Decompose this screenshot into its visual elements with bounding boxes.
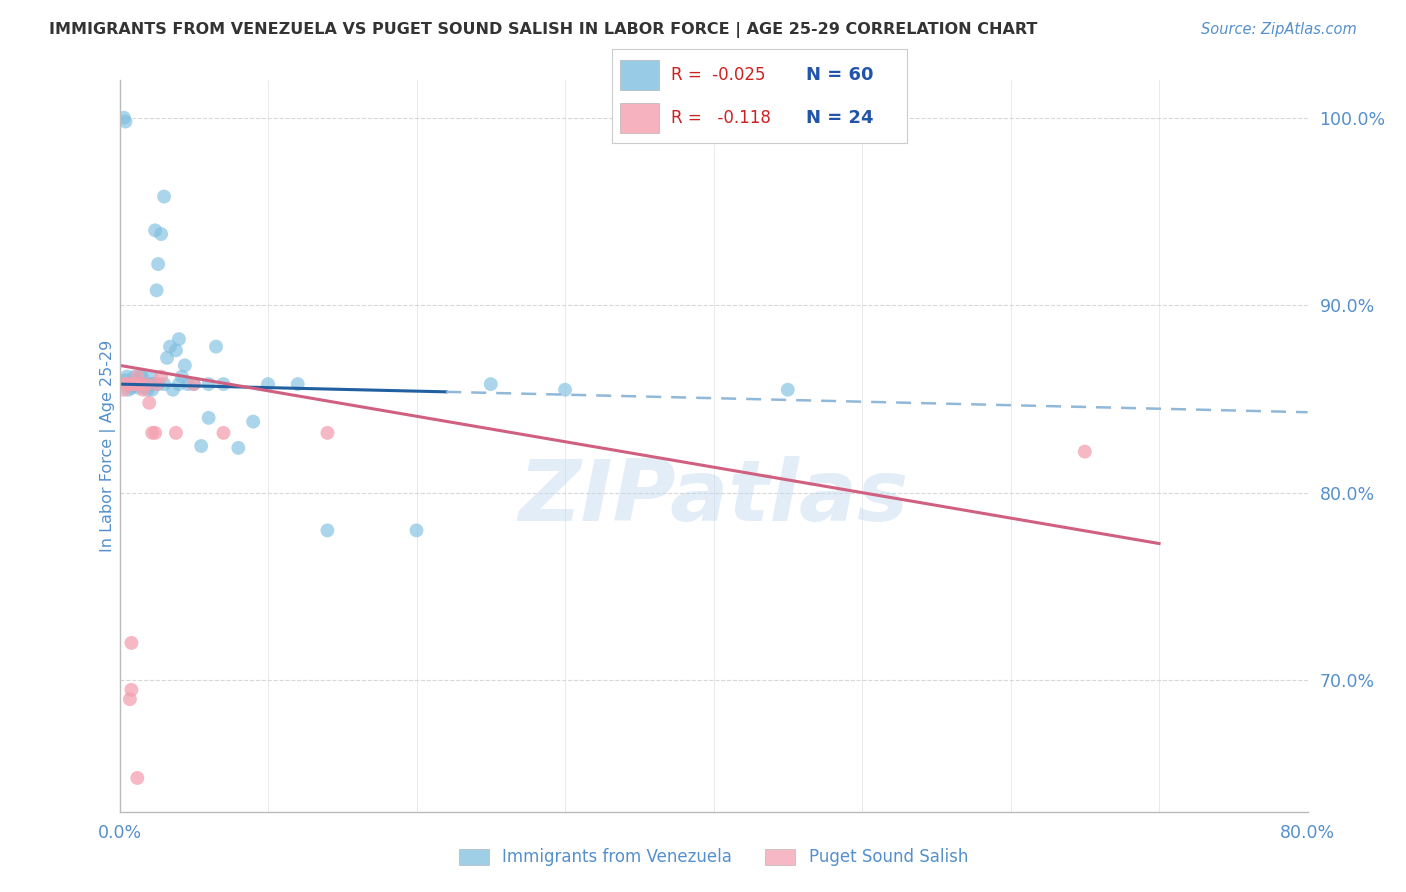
Point — [212, 377, 235, 392]
Text: IMMIGRANTS FROM VENEZUELA VS PUGET SOUND SALISH IN LABOR FORCE | AGE 25-29 CORRE: IMMIGRANTS FROM VENEZUELA VS PUGET SOUND… — [49, 22, 1038, 38]
Point — [117, 377, 139, 392]
Point — [212, 425, 235, 440]
Point — [177, 377, 200, 392]
Text: R =  -0.025: R = -0.025 — [671, 66, 765, 84]
Point — [146, 257, 169, 271]
Point — [129, 377, 152, 392]
Point — [132, 383, 155, 397]
Point — [124, 369, 146, 384]
Point — [136, 383, 159, 397]
Point — [112, 111, 135, 125]
Point — [257, 377, 280, 392]
Point — [138, 396, 160, 410]
Point — [115, 369, 138, 384]
Point — [143, 425, 166, 440]
Point — [146, 377, 169, 392]
Y-axis label: In Labor Force | Age 25-29: In Labor Force | Age 25-29 — [100, 340, 117, 552]
Point — [117, 383, 139, 397]
Point — [132, 379, 155, 393]
Point — [127, 771, 149, 785]
Point — [120, 381, 142, 395]
Point — [122, 379, 145, 393]
Point — [167, 377, 190, 392]
Text: N = 60: N = 60 — [807, 66, 875, 84]
Point — [162, 383, 184, 397]
Point — [183, 377, 205, 392]
Point — [127, 369, 149, 384]
Point — [156, 351, 179, 365]
Point — [316, 425, 339, 440]
Point — [159, 340, 181, 354]
Point — [127, 377, 149, 392]
Point — [197, 377, 219, 392]
Point — [117, 377, 139, 392]
Point — [145, 283, 167, 297]
Point — [134, 377, 156, 392]
Point — [120, 377, 142, 392]
Bar — [620, 61, 659, 90]
Point — [141, 377, 163, 392]
Point — [153, 377, 176, 392]
Point — [141, 425, 163, 440]
Point — [120, 636, 142, 650]
Point — [554, 383, 576, 397]
Point — [183, 377, 205, 392]
Point — [122, 377, 145, 392]
Point — [118, 377, 141, 392]
Point — [120, 682, 142, 697]
Point — [114, 114, 136, 128]
Text: R =   -0.118: R = -0.118 — [671, 110, 770, 128]
Point — [135, 377, 157, 392]
Text: N = 24: N = 24 — [807, 110, 875, 128]
Point — [479, 377, 502, 392]
Bar — [620, 103, 659, 134]
Point — [205, 340, 228, 354]
Point — [118, 692, 141, 706]
Point — [112, 383, 135, 397]
Point — [405, 524, 427, 538]
Point — [316, 524, 339, 538]
Point — [165, 425, 187, 440]
Point — [228, 441, 250, 455]
Point — [145, 377, 167, 392]
Point — [125, 373, 148, 387]
Text: ZIPatlas: ZIPatlas — [519, 456, 908, 539]
Point — [197, 410, 219, 425]
Point — [129, 369, 152, 384]
Point — [150, 227, 173, 241]
Point — [153, 189, 176, 203]
Point — [135, 377, 157, 392]
Point — [135, 381, 157, 395]
Point — [287, 377, 309, 392]
Point — [131, 369, 153, 384]
Point — [114, 373, 136, 387]
Point — [124, 377, 146, 392]
Point — [115, 377, 138, 392]
Point — [128, 381, 150, 395]
Point — [190, 439, 212, 453]
Text: Source: ZipAtlas.com: Source: ZipAtlas.com — [1201, 22, 1357, 37]
Point — [138, 377, 160, 392]
Point — [165, 343, 187, 358]
Point — [170, 369, 193, 384]
Point — [131, 377, 153, 392]
Point — [167, 332, 190, 346]
Point — [143, 223, 166, 237]
Point — [242, 415, 264, 429]
Point — [776, 383, 799, 397]
Legend: Immigrants from Venezuela, Puget Sound Salish: Immigrants from Venezuela, Puget Sound S… — [453, 841, 974, 873]
Point — [141, 383, 163, 397]
Point — [139, 369, 162, 384]
Point — [114, 377, 136, 392]
Point — [150, 369, 173, 384]
Point — [127, 377, 149, 392]
Point — [124, 377, 146, 392]
Point — [1074, 444, 1097, 458]
Point — [142, 377, 165, 392]
Point — [173, 359, 195, 373]
